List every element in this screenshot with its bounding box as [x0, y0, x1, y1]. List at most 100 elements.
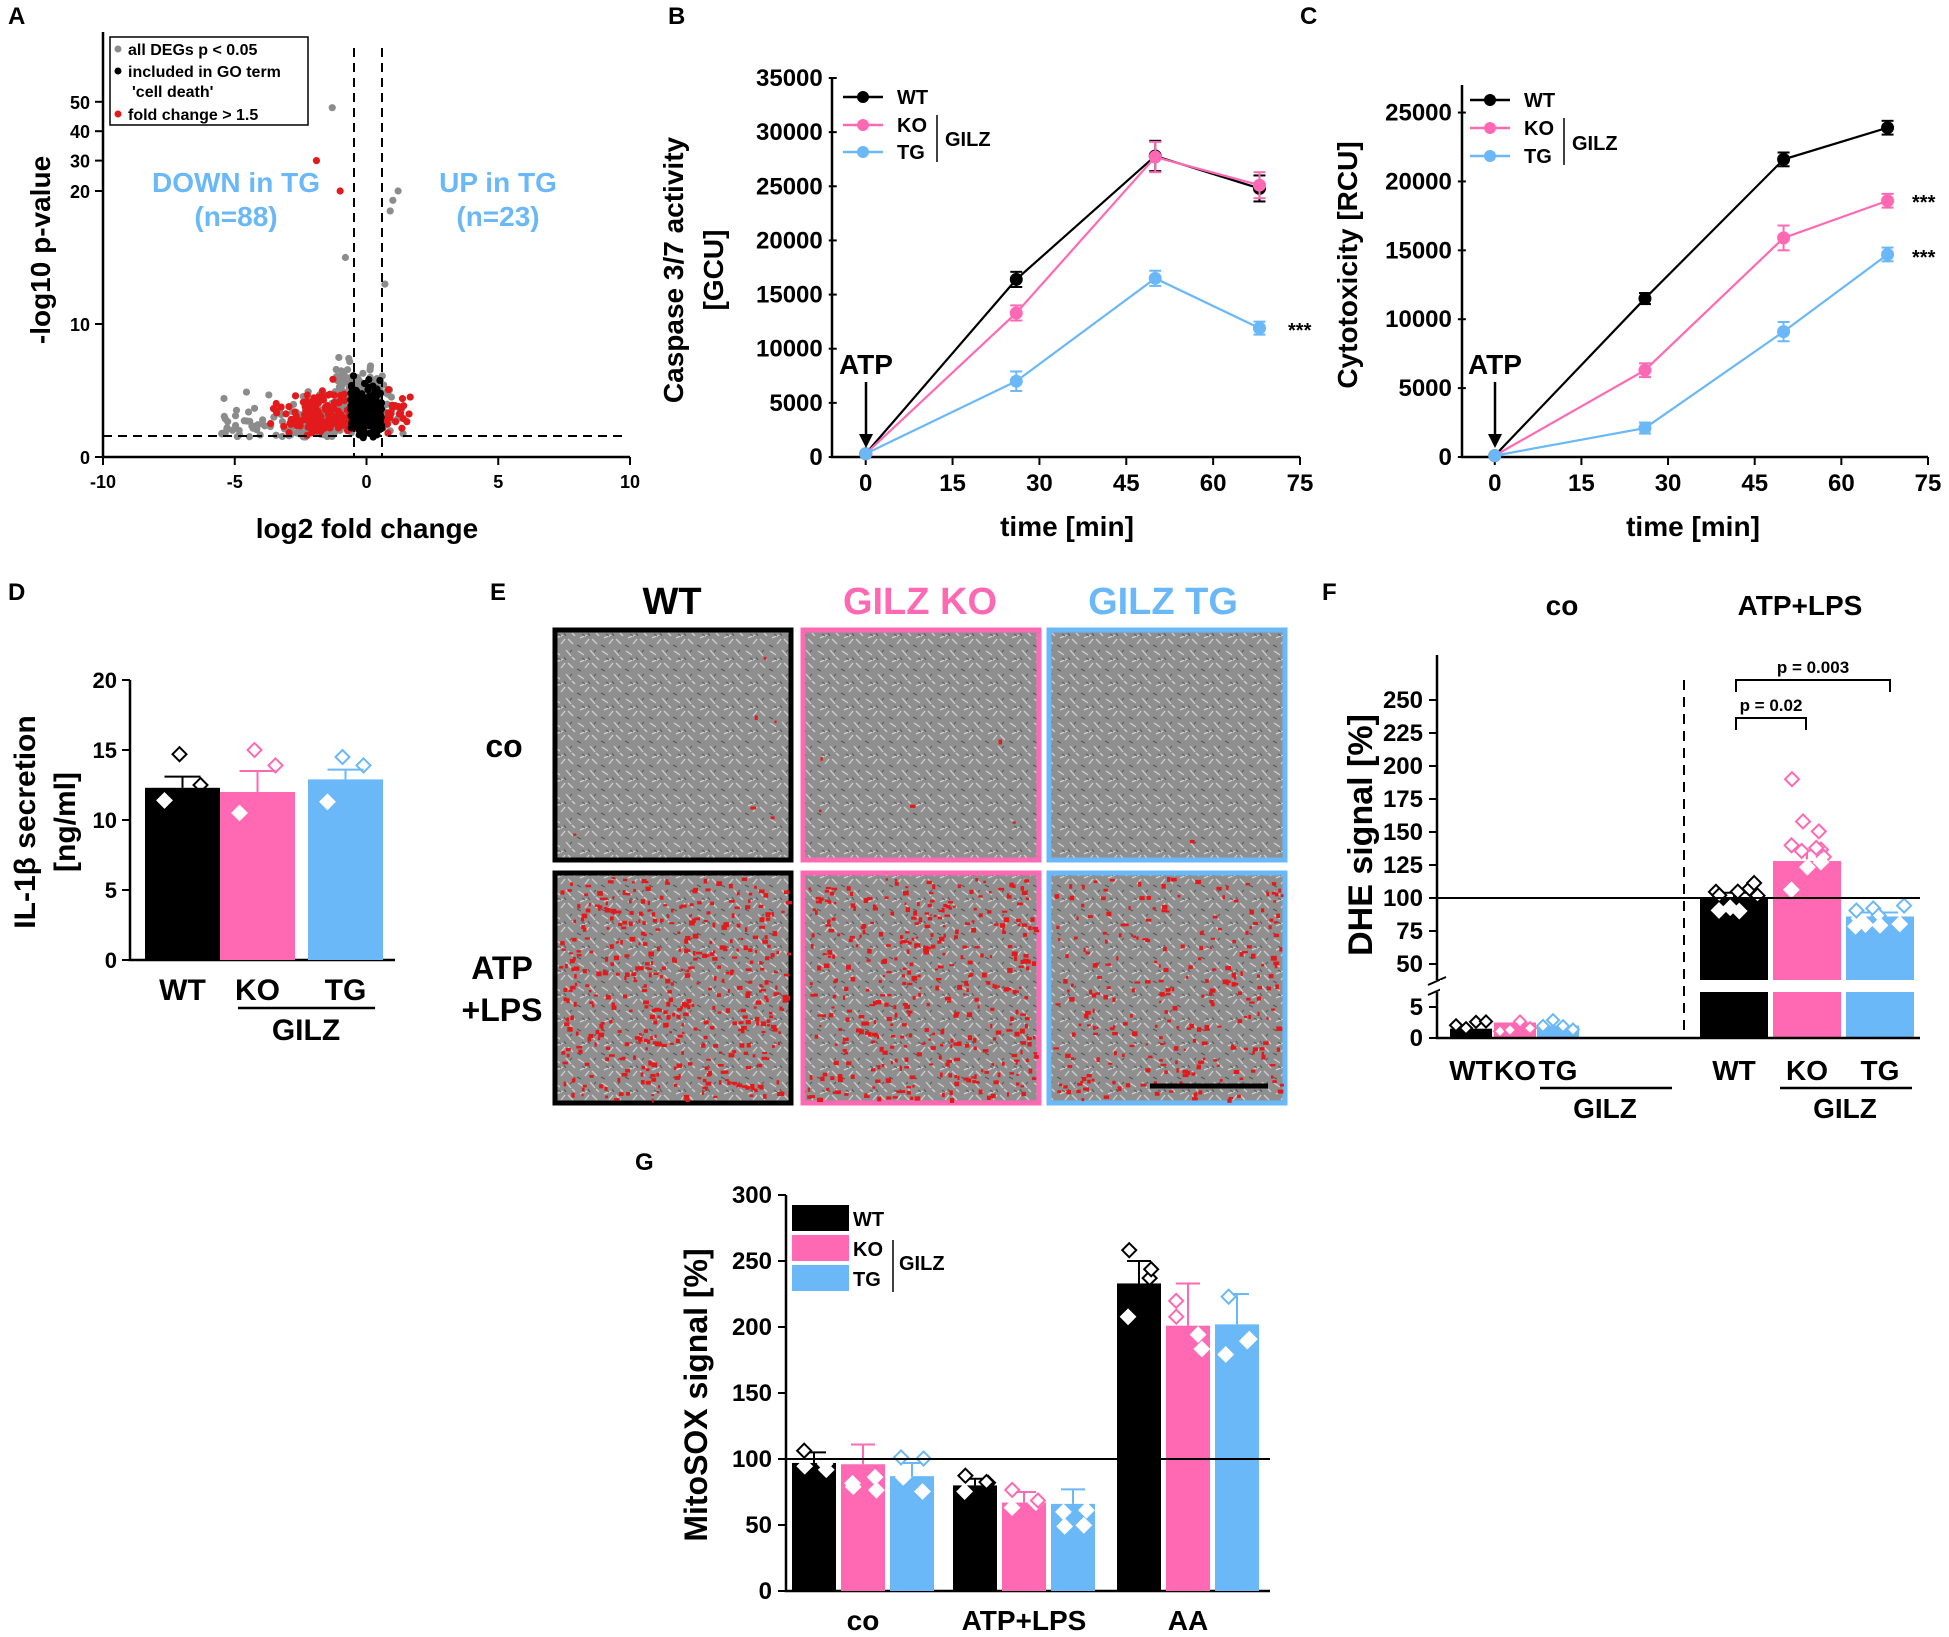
e-red-cell: [875, 1079, 881, 1083]
e-red-cell: [955, 929, 959, 935]
f-ytick-label: 150: [1383, 819, 1423, 846]
b-point-ko: [1252, 178, 1266, 192]
a-point-grey: [228, 426, 237, 434]
e-red-cell: [906, 949, 910, 954]
e-red-cell: [942, 952, 946, 956]
e-red-cell: [812, 908, 816, 912]
e-red-cell: [993, 923, 999, 926]
e-red-cell: [564, 1022, 570, 1027]
c-point-ko: [1881, 194, 1895, 208]
f-xlabel-wt: WT: [1449, 1055, 1493, 1086]
g-bar-co-wt: [792, 1462, 836, 1591]
e-red-cell: [1116, 956, 1119, 961]
e-red-cell: [612, 896, 615, 899]
g-point: [978, 1473, 995, 1491]
e-red-cell: [573, 919, 577, 924]
e-red-cell: [786, 952, 792, 956]
e-red-cell: [745, 1020, 751, 1025]
e-red-cell: [1069, 895, 1075, 901]
e-col-tg: GILZ TG: [1088, 581, 1238, 623]
e-red-cell: [652, 1041, 656, 1045]
a-point-outlier: [312, 157, 321, 165]
e-red-cell: [680, 1005, 684, 1009]
e-red-cell: [938, 936, 945, 942]
a-point-black: [366, 403, 374, 411]
e-red-cell: [565, 1048, 571, 1052]
g-ytick-label: 0: [759, 1578, 772, 1605]
a-ytick-label: 20: [70, 182, 90, 202]
e-red-cell: [702, 1078, 707, 1083]
e-red-cell: [1087, 1079, 1091, 1084]
e-red-cell: [578, 1049, 583, 1054]
c-point-tg: [1777, 325, 1791, 339]
a-point-grey: [245, 433, 254, 441]
e-red-cell: [628, 899, 632, 904]
a-legend-pvalue: all DEGs p < 0.05: [128, 42, 258, 59]
e-red-cell: [810, 993, 815, 997]
e-row-co: co: [485, 728, 522, 764]
e-red-cell: [777, 1091, 782, 1097]
e-red-cell: [1112, 997, 1116, 1002]
e-red-cell: [712, 922, 716, 928]
e-red-cell: [677, 931, 681, 935]
e-red-cell: [680, 904, 687, 908]
e-red-cell: [1021, 1091, 1026, 1097]
b-ticks: 0 15 30 45 60 75 0 5000 10000 15000 20000 25000 3000…: [756, 65, 1313, 497]
f-point: [1565, 1022, 1581, 1037]
e-red-cell: [1163, 968, 1169, 973]
e-red-cell: [705, 954, 710, 957]
e-red-cell: [583, 927, 587, 932]
a-point-black: [369, 394, 377, 402]
e-red-cell: [745, 1065, 752, 1070]
d-point: [355, 756, 372, 774]
a-point-red: [335, 399, 343, 407]
e-red-cell: [638, 911, 643, 916]
e-red-cell: [607, 880, 614, 884]
e-red-cell: [1261, 1054, 1266, 1060]
e-red-cell: [905, 907, 911, 913]
a-point-grey: [232, 406, 241, 414]
e-red-cell: [704, 1066, 709, 1071]
a-point-black: [356, 424, 364, 432]
e-red-cell: [596, 971, 602, 977]
e-red-cell: [588, 1033, 594, 1039]
e-red-cell: [570, 985, 576, 990]
e-red-cell: [741, 877, 748, 881]
e-red-cell: [732, 956, 738, 959]
a-point-grey: [265, 391, 273, 399]
e-red-cell: [1085, 1010, 1091, 1015]
a-point-black: [356, 394, 364, 402]
e-red-cell: [846, 964, 851, 970]
e-red-cell: [1024, 1023, 1028, 1029]
e-red-cell: [1175, 1060, 1178, 1065]
e-red-cell: [966, 1012, 973, 1018]
c-legend-wt-marker: [1484, 94, 1496, 106]
e-red-cell: [743, 1051, 748, 1055]
e-red-cell: [949, 1098, 955, 1103]
g-ytick-label: 200: [732, 1314, 772, 1341]
b-legend-ko: KO: [897, 115, 927, 137]
e-red-cell: [681, 1002, 687, 1007]
e-red-cell: [783, 890, 790, 895]
e-red-cell: [710, 901, 714, 906]
e-red-cell: [980, 953, 984, 958]
e-red-cell: [1020, 959, 1025, 964]
e-red-cell: [885, 878, 889, 881]
e-red-cell: [687, 1004, 691, 1010]
e-red-cell: [1134, 981, 1141, 984]
e-red-cell: [589, 1001, 594, 1005]
e-red-cell: [924, 924, 931, 929]
e-red-cell: [774, 720, 777, 724]
e-red-cell: [1191, 1072, 1196, 1076]
e-red-cell: [603, 897, 608, 900]
e-red-cell: [1249, 925, 1252, 929]
e-red-cell: [766, 1019, 771, 1023]
e-red-cell: [672, 1012, 676, 1017]
e-red-cell: [725, 971, 730, 975]
e-red-cell: [622, 920, 627, 925]
e-red-cell: [1233, 1069, 1240, 1075]
e-red-cell: [1165, 988, 1171, 992]
a-point-red: [291, 392, 300, 400]
e-red-cell: [1117, 1086, 1122, 1092]
a-point-red: [330, 391, 338, 399]
